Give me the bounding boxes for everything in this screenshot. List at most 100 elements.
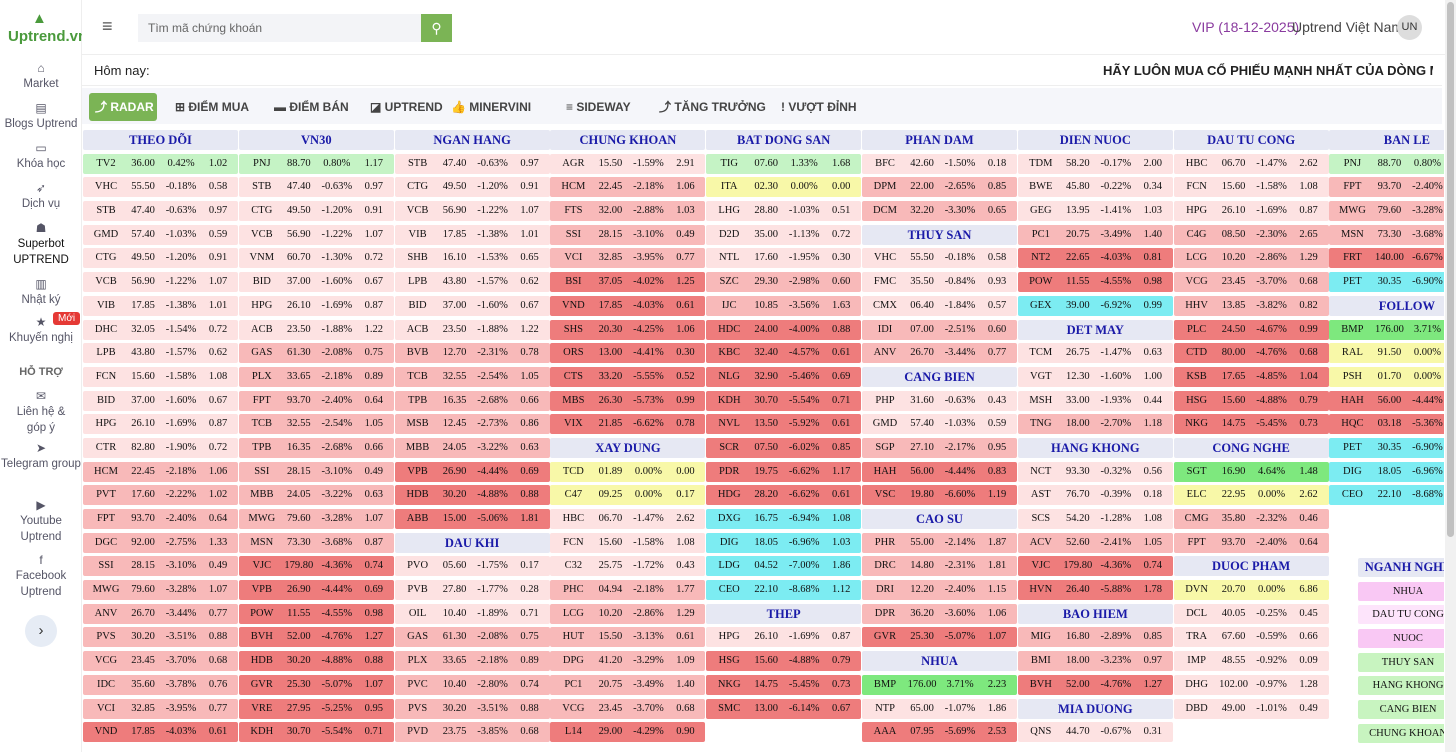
sidebar-item-robot[interactable]: ☗ Superbot UPTREND [0,220,82,268]
stock-row[interactable]: SMC 13.00 -6.14% 0.67 [706,698,862,719]
stock-row[interactable]: VIB 17.85 -1.38% 1.01 [83,295,238,316]
stock-symbol[interactable]: SSI [254,465,270,477]
stock-row[interactable]: CTR 82.80 -1.90% 0.72 [83,437,238,458]
stock-row[interactable]: KSB 17.65 -4.85% 1.04 [1173,366,1329,387]
stock-symbol[interactable]: PNJ [1343,157,1362,169]
stock-symbol[interactable]: PVB [407,584,428,596]
stock-symbol[interactable]: LPB [407,276,428,288]
tab-radar[interactable]: ⤴ RADAR [89,93,157,121]
stock-row[interactable]: SSI 28.15 -3.10% 0.49 [550,224,706,245]
stock-row[interactable]: VRE 27.95 -5.25% 0.95 [238,698,394,719]
stock-symbol[interactable]: PVS [96,631,116,643]
stock-symbol[interactable]: CTS [563,370,584,382]
stock-row[interactable]: MBS 26.30 -5.73% 0.99 [550,390,706,411]
stock-symbol[interactable]: SHB [407,252,428,264]
stock-symbol[interactable]: BSI [565,276,582,288]
stock-row[interactable]: QNS 44.70 -0.67% 0.31 [1017,722,1173,743]
stock-symbol[interactable]: TPB [252,441,272,453]
stock-row[interactable]: DHC 32.05 -1.54% 0.72 [83,319,238,340]
stock-row[interactable]: LCG 10.20 -2.86% 1.29 [550,603,706,624]
stock-symbol[interactable]: NVL [718,418,740,430]
stock-symbol[interactable]: PNJ [253,157,271,169]
stock-symbol[interactable]: HHV [1185,299,1208,311]
sidebar-item-home[interactable]: ⌂ Market [0,60,82,92]
stock-row[interactable]: GEG 13.95 -1.41% 1.03 [1017,201,1173,222]
stock-symbol[interactable]: VPB [251,584,273,596]
industry-header[interactable]: CAO SU [862,509,1017,529]
stock-row[interactable]: BVH 52.00 -4.76% 1.27 [238,627,394,648]
industry-header[interactable]: XAY DUNG [550,437,706,458]
stock-row[interactable]: FMC 35.50 -0.84% 0.93 [862,272,1017,293]
industry-ranking-item[interactable]: NHUA [1358,581,1444,601]
industry-header[interactable]: NHUA [862,651,1017,672]
industry-ranking-item[interactable]: CANG BIEN [1358,700,1444,720]
stock-symbol[interactable]: MBS [562,394,585,406]
stock-row[interactable]: BID 37.00 -1.60% 0.67 [394,295,550,316]
stock-row[interactable]: BSI 37.05 -4.02% 1.25 [550,272,706,293]
stock-symbol[interactable]: SSI [98,560,114,572]
industry-ranking-item[interactable]: DAU TU CONG [1358,605,1444,625]
stock-row[interactable]: SCS 54.20 -1.28% 1.08 [1017,509,1173,529]
stock-row[interactable]: GAS 61.30 -2.08% 0.75 [394,627,550,648]
stock-row[interactable]: BVB 12.70 -2.31% 0.78 [394,343,550,364]
stock-row[interactable]: VPB 26.90 -4.44% 0.69 [394,461,550,482]
stock-row[interactable]: C4G 08.50 -2.30% 2.65 [1173,224,1329,245]
stock-symbol[interactable]: TPB [407,394,428,406]
stock-row[interactable]: KBC 32.40 -4.57% 0.61 [706,343,862,364]
stock-row[interactable]: CTS 33.20 -5.55% 0.52 [550,366,706,387]
stock-symbol[interactable]: HDB [406,489,429,501]
stock-row[interactable]: D2D 35.00 -1.13% 0.72 [706,224,862,245]
stock-symbol[interactable]: BID [96,394,116,406]
stock-symbol[interactable]: LDG [718,560,740,572]
stock-row[interactable]: HPG 26.10 -1.69% 0.87 [238,295,394,316]
stock-symbol[interactable]: GMD [93,228,119,240]
stock-row[interactable]: NKG 14.75 -5.45% 0.73 [706,674,862,695]
stock-symbol[interactable]: PHR [874,536,896,548]
stock-row[interactable]: ELC 22.95 0.00% 2.62 [1173,485,1329,506]
stock-symbol[interactable]: ORS [563,347,584,359]
stock-symbol[interactable]: HVN [1029,584,1053,596]
stock-row[interactable]: GVR 25.30 -5.07% 1.07 [862,627,1017,648]
stock-row[interactable]: HDC 24.00 -4.00% 0.88 [706,319,862,340]
industry-header[interactable]: DET MAY [1017,319,1173,340]
stock-symbol[interactable]: PVO [407,560,429,572]
stock-row[interactable]: ANV 26.70 -3.44% 0.77 [83,603,238,624]
stock-symbol[interactable]: TCB [407,370,428,382]
stock-row[interactable]: VCI 32.85 -3.95% 0.77 [83,698,238,719]
industry-ranking-item[interactable]: CHUNG KHOAN [1358,723,1444,743]
stock-symbol[interactable]: HDG [717,489,741,501]
stock-row[interactable]: TV2 36.00 0.42% 1.02 [83,153,238,174]
stock-row[interactable]: HUT 15.50 -3.13% 0.61 [550,627,706,648]
stock-symbol[interactable]: HCM [561,181,586,193]
tab-điểm-mua[interactable]: ⊞ ĐIỂM MUA [169,93,255,121]
stock-symbol[interactable]: CMX [873,299,897,311]
stock-symbol[interactable]: DPG [562,655,584,667]
stock-symbol[interactable]: HPG [1186,205,1208,217]
stock-row[interactable]: TDM 58.20 -0.17% 2.00 [1017,153,1173,174]
stock-symbol[interactable]: VHC [873,252,897,264]
stock-symbol[interactable]: TCM [1029,347,1053,359]
stock-symbol[interactable]: HSG [718,655,740,667]
stock-symbol[interactable]: PHC [563,584,584,596]
stock-row[interactable]: LDG 04.52 -7.00% 1.86 [706,556,862,577]
stock-symbol[interactable]: GVR [250,678,273,690]
stock-row[interactable]: VND 17.85 -4.03% 0.61 [83,722,238,743]
stock-symbol[interactable]: SHS [563,323,584,335]
stock-symbol[interactable]: MWG [92,584,120,596]
stock-row[interactable]: PVS 30.20 -3.51% 0.88 [394,698,550,719]
stock-row[interactable]: IDC 35.60 -3.78% 0.76 [83,674,238,695]
stock-symbol[interactable]: PET [1343,441,1362,453]
stock-symbol[interactable]: PHP [875,394,895,406]
stock-symbol[interactable]: BMP [873,678,897,690]
stock-row[interactable]: DCM 32.20 -3.30% 0.65 [862,201,1017,222]
sidebar-item-telegram[interactable]: ➤ Telegram group [0,440,82,472]
stock-row[interactable]: AAA 07.95 -5.69% 2.53 [862,722,1017,743]
user-name[interactable]: Uptrend Việt Nam [1292,19,1404,35]
stock-symbol[interactable]: VIX [564,418,583,430]
stock-row[interactable]: BMI 18.00 -3.23% 0.97 [1017,651,1173,672]
